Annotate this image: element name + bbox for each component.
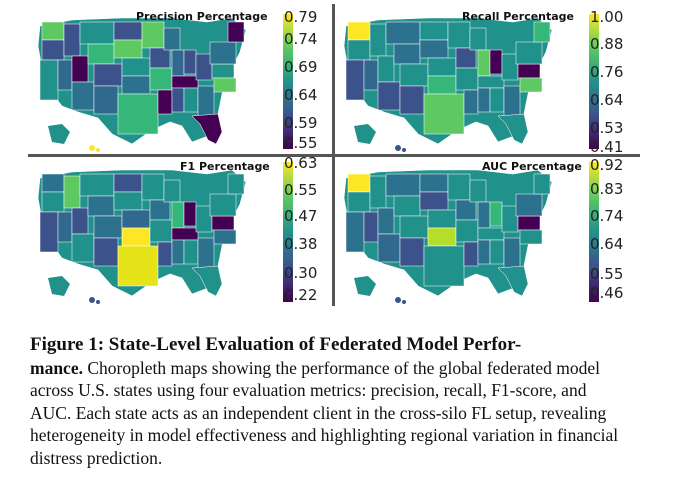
caption-body: Choropleth maps showing the performance … [30, 357, 619, 468]
colorbar-ticks: 0.79 0.74 0.69 0.64 0.59 0.55 [284, 8, 344, 152]
colorbar-tick: 0.55 [284, 181, 318, 199]
colorbar-tick: 0.41 [590, 138, 624, 156]
colorbar-tick: 0.88 [590, 35, 624, 53]
auc-map [343, 162, 599, 304]
recall-map [343, 14, 599, 152]
colorbar-ticks: 1.00 0.88 0.76 0.64 0.53 0.41 [590, 8, 650, 155]
f1-map [37, 162, 293, 304]
colorbar-tick: 0.74 [590, 207, 624, 225]
us-states [343, 169, 553, 304]
panel-title: Precision Percentage [136, 10, 268, 23]
colorbar-tick: 1.00 [590, 8, 624, 26]
colorbar-tick: 0.63 [284, 154, 318, 172]
colorbar-tick: 0.55 [284, 134, 318, 152]
colorbar-tick: 0.76 [590, 63, 624, 81]
colorbar-tick: 0.46 [590, 284, 624, 302]
choropleth-figure: Precision Percentage 0.79 0.74 0.69 0.64… [28, 0, 648, 310]
colorbar-tick: 0.30 [284, 264, 318, 282]
colorbar-tick: 0.38 [284, 235, 318, 253]
us-states [343, 17, 553, 152]
colorbar-tick: 0.64 [590, 91, 624, 109]
colorbar-tick: 0.92 [590, 156, 624, 174]
colorbar-tick: 0.55 [590, 265, 624, 283]
recall-map-panel: Recall Percentage 1.00 0.88 0.76 0.64 0.… [334, 4, 640, 156]
auc-map-panel: AUC Percentage 0.92 0.83 0.74 0.64 0.55 … [334, 156, 640, 308]
colorbar-tick: 0.22 [284, 286, 318, 304]
colorbar-tick: 0.59 [284, 114, 318, 132]
caption-title: Figure 1: State-Level Evaluation of Fede… [30, 334, 522, 355]
colorbar-tick: 0.83 [590, 180, 624, 198]
colorbar-tick: 0.64 [590, 235, 624, 253]
colorbar-ticks: 0.63 0.55 0.47 0.38 0.30 0.22 [284, 154, 344, 303]
panel-title: F1 Percentage [180, 160, 270, 173]
colorbar-tick: 0.47 [284, 207, 318, 225]
precision-map-panel: Precision Percentage 0.79 0.74 0.69 0.64… [28, 4, 334, 156]
us-states [37, 17, 247, 152]
colorbar-ticks: 0.92 0.83 0.74 0.64 0.55 0.46 [590, 156, 650, 301]
colorbar-tick: 0.53 [590, 119, 624, 137]
panel-title: AUC Percentage [482, 160, 582, 173]
precision-map [37, 14, 293, 152]
colorbar-tick: 0.74 [284, 30, 318, 48]
us-states [37, 169, 247, 304]
caption-title-continued: mance. [30, 357, 83, 378]
colorbar-tick: 0.69 [284, 58, 318, 76]
f1-map-panel: F1 Percentage 0.63 0.55 0.47 0.38 0.30 0… [28, 156, 334, 308]
panel-title: Recall Percentage [462, 10, 575, 23]
colorbar-tick: 0.79 [284, 8, 318, 26]
figure-caption: Figure 1: State-Level Evaluation of Fede… [30, 333, 630, 469]
colorbar-tick: 0.64 [284, 86, 318, 104]
panel-divider-horizontal [28, 154, 640, 157]
